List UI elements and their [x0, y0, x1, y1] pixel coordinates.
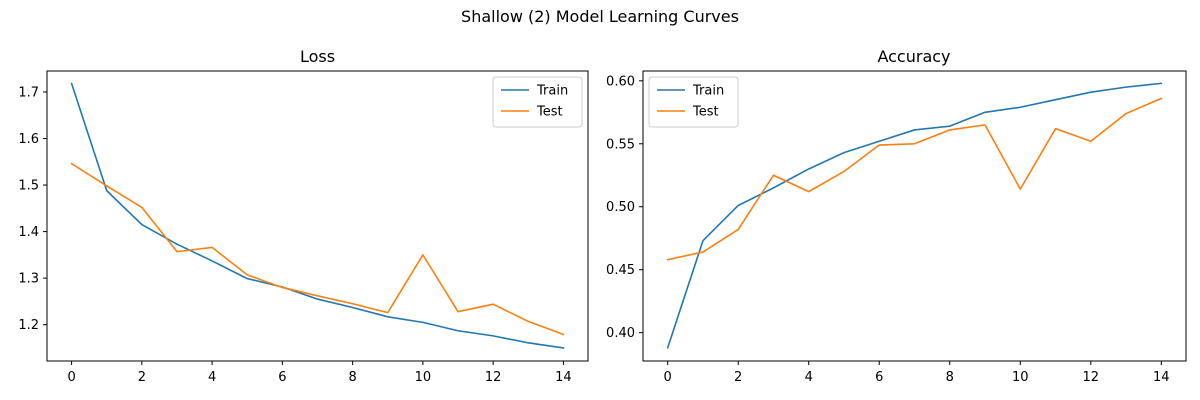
accuracy-legend-label-train: Train — [692, 84, 724, 99]
loss-x-tick-label: 6 — [278, 370, 286, 385]
accuracy-legend-label-test: Test — [692, 105, 719, 120]
loss-x-tick-label: 8 — [348, 370, 356, 385]
loss-x-tick-label: 10 — [415, 370, 432, 385]
accuracy-axes-frame — [642, 70, 1187, 362]
accuracy-plot-title: Accuracy — [877, 47, 950, 66]
accuracy-x-tick-label: 12 — [1083, 370, 1100, 385]
accuracy-x-tick-label: 6 — [875, 370, 883, 385]
loss-legend-label-test: Test — [536, 105, 563, 120]
accuracy-x-tick-label: 8 — [946, 370, 954, 385]
loss-train-line — [70, 82, 565, 349]
loss-y-tick-label: 1.7 — [18, 85, 39, 100]
loss-y-tick-label: 1.5 — [18, 179, 39, 194]
loss-x-tick-label: 4 — [208, 370, 216, 385]
loss-x-tick-label: 14 — [555, 370, 572, 385]
accuracy-y-tick-label: 0.50 — [606, 200, 635, 215]
accuracy-train-line — [666, 82, 1163, 349]
accuracy-y-tick-label: 0.40 — [606, 326, 635, 341]
loss-legend: Train Test — [492, 76, 583, 128]
accuracy-y-tick-label: 0.55 — [606, 137, 635, 152]
loss-plot-title: Loss — [300, 47, 335, 66]
accuracy-x-tick-label: 4 — [805, 370, 813, 385]
accuracy-x-tick-label: 10 — [1012, 370, 1029, 385]
accuracy-y-tick-label: 0.60 — [606, 74, 635, 89]
accuracy-legend: Train Test — [648, 76, 739, 128]
loss-x-tick-label: 0 — [67, 370, 75, 385]
loss-y-tick-label: 1.3 — [18, 272, 39, 287]
accuracy-test-line — [666, 97, 1163, 261]
loss-y-tick-label: 1.4 — [18, 225, 39, 240]
loss-test-line — [70, 162, 565, 336]
loss-legend-label-train: Train — [536, 84, 568, 99]
loss-plot: Loss 0 2 4 6 8 10 12 141.21.31.41.51.61.7 TrainT… — [18, 47, 589, 385]
loss-axes-frame — [46, 70, 589, 362]
accuracy-plot: Accuracy 0 2 4 6 8 10 12 14 0.40 0.45 0.50 0.55 0.60… — [606, 47, 1187, 385]
accuracy-x-tick-label: 2 — [734, 370, 742, 385]
accuracy-y-tick-label: 0.45 — [606, 263, 635, 278]
loss-x-tick-label: 12 — [485, 370, 502, 385]
accuracy-x-tick-label: 14 — [1153, 370, 1170, 385]
loss-y-tick-label: 1.2 — [18, 318, 39, 333]
figure-title: Shallow (2) Model Learning Curves — [461, 7, 739, 26]
accuracy-x-tick-label: 0 — [664, 370, 672, 385]
loss-y-tick-label: 1.6 — [18, 132, 39, 147]
loss-x-tick-label: 2 — [138, 370, 146, 385]
